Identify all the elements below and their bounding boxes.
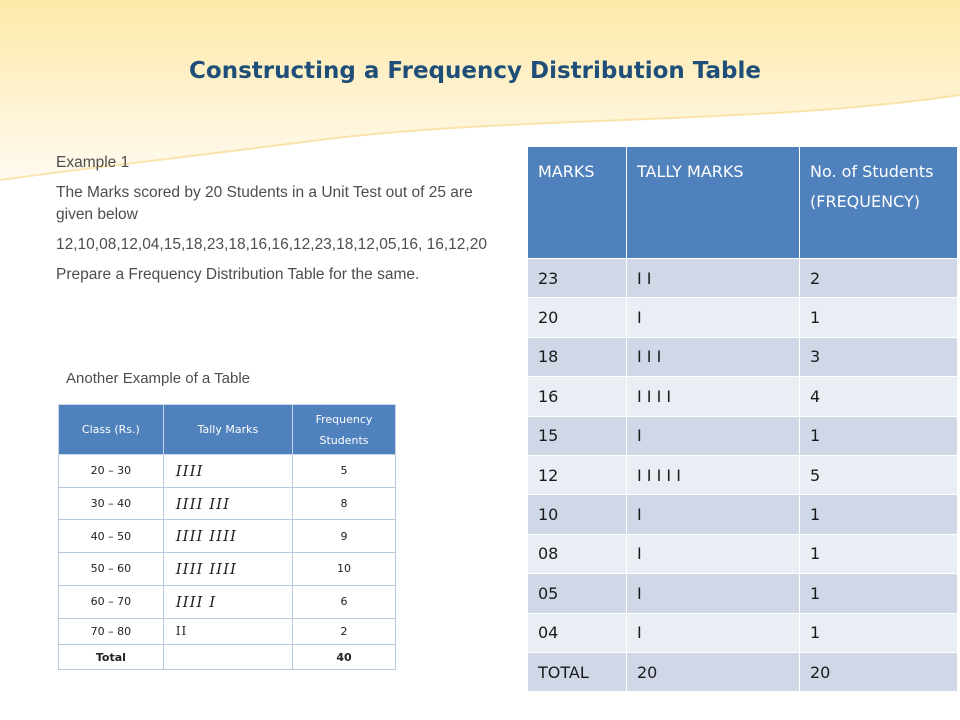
table-row: 20 I 1: [527, 297, 958, 338]
tally-cell: I I I I I: [626, 454, 800, 496]
table-row: 23 I I 2: [527, 257, 958, 299]
frequency-cell: 1: [799, 612, 958, 653]
problem-statement: The Marks scored by 20 Students in a Uni…: [56, 184, 473, 223]
tally-cell: I: [626, 415, 800, 456]
total-tally: 20: [626, 651, 800, 693]
table-row: 30 – 40 IIII III 8: [58, 486, 396, 521]
frequency-cell: 9: [292, 519, 396, 554]
tally-cell: IIII: [162, 454, 294, 488]
col-marks: MARKS: [527, 146, 627, 259]
class-cell: 50 – 60: [58, 552, 164, 586]
tally-cell: I: [626, 533, 800, 575]
frequency-cell: 1: [799, 573, 958, 614]
frequency-cell: 8: [292, 486, 396, 521]
frequency-cell: 3: [799, 336, 958, 378]
class-cell: 30 – 40: [58, 486, 164, 521]
table-row: 10 I 1: [527, 494, 958, 535]
col-frequency: Frequency Students: [292, 404, 396, 455]
total-frequency: 20: [799, 651, 958, 693]
table-row: 20 – 30 IIII 5: [58, 454, 396, 488]
marks-cell: 16: [527, 376, 627, 417]
class-cell: 20 – 30: [58, 454, 164, 488]
marks-cell: 10: [527, 494, 627, 535]
marks-cell: 12: [527, 454, 627, 496]
marks-cell: 15: [527, 415, 627, 456]
table-row: 50 – 60 IIII IIII 10: [58, 552, 396, 586]
frequency-cell: 1: [799, 494, 958, 535]
frequency-distribution-table: MARKS TALLY MARKS No. of Students (FREQU…: [527, 146, 958, 693]
problem-text-block: Example 1 The Marks scored by 20 Student…: [56, 152, 496, 294]
frequency-cell: 5: [799, 454, 958, 496]
table-header-row: Class (Rs.) Tally Marks Frequency Studen…: [58, 404, 396, 455]
table-row: 70 – 80 II 2: [58, 617, 396, 646]
tally-cell: II: [162, 617, 294, 646]
class-cell: 40 – 50: [58, 519, 164, 554]
example-class-table: Class (Rs.) Tally Marks Frequency Studen…: [58, 404, 396, 670]
col-tally: Tally Marks: [162, 404, 294, 455]
table-total-row: Total 40: [58, 644, 396, 670]
col-frequency: No. of Students (FREQUENCY): [799, 146, 958, 259]
tally-cell: I: [626, 494, 800, 535]
tally-cell: I I: [626, 257, 800, 299]
table-row: 15 I 1: [527, 415, 958, 456]
tally-cell: I: [626, 297, 800, 338]
col-class: Class (Rs.): [58, 404, 164, 455]
tally-cell: IIII III: [162, 486, 294, 521]
tally-cell: I: [626, 573, 800, 614]
frequency-cell: 5: [292, 454, 396, 488]
col-frequency-line2: Students: [319, 433, 369, 447]
total-label: Total: [58, 644, 164, 670]
frequency-cell: 6: [292, 584, 396, 619]
tally-cell: I I I: [626, 336, 800, 378]
table-total-row: TOTAL 20 20: [527, 651, 958, 693]
table-row: 18 I I I 3: [527, 336, 958, 378]
table-header-row: MARKS TALLY MARKS No. of Students (FREQU…: [527, 146, 958, 259]
table-row: 04 I 1: [527, 612, 958, 653]
table-row: 08 I 1: [527, 533, 958, 575]
table-row: 05 I 1: [527, 573, 958, 614]
example-label: Example 1: [56, 154, 130, 171]
frequency-cell: 1: [799, 297, 958, 338]
frequency-cell: 1: [799, 415, 958, 456]
tally-cell: I I I I: [626, 376, 800, 417]
example-table-caption: Another Example of a Table: [66, 370, 251, 387]
table-row: 40 – 50 IIII IIII 9: [58, 519, 396, 554]
marks-cell: 08: [527, 533, 627, 575]
table-row: 16 I I I I 4: [527, 376, 958, 417]
marks-cell: 20: [527, 297, 627, 338]
frequency-cell: 10: [292, 552, 396, 586]
frequency-cell: 2: [799, 257, 958, 299]
marks-cell: 04: [527, 612, 627, 653]
frequency-cell: 2: [292, 617, 396, 646]
background-wave: [0, 0, 960, 181]
total-empty-cell: [162, 644, 294, 670]
tally-cell: IIII IIII: [162, 552, 294, 586]
class-cell: 70 – 80: [58, 617, 164, 646]
tally-cell: IIII IIII: [162, 519, 294, 554]
tally-cell: I: [626, 612, 800, 653]
tally-cell: IIII I: [162, 584, 294, 619]
table-row: 60 – 70 IIII I 6: [58, 584, 396, 619]
table-row: 12 I I I I I 5: [527, 454, 958, 496]
class-cell: 60 – 70: [58, 584, 164, 619]
marks-cell: 18: [527, 336, 627, 378]
total-value: 40: [292, 644, 396, 670]
marks-cell: 05: [527, 573, 627, 614]
col-frequency-line1: Frequency: [315, 412, 373, 426]
total-label: TOTAL: [527, 651, 627, 693]
frequency-cell: 1: [799, 533, 958, 575]
marks-data: 12,10,08,12,04,15,18,23,18,16,16,12,23,1…: [56, 236, 487, 253]
slide-title: Constructing a Frequency Distribution Ta…: [189, 58, 761, 84]
instruction-text: Prepare a Frequency Distribution Table f…: [56, 266, 420, 283]
col-tally-marks: TALLY MARKS: [626, 146, 800, 259]
frequency-cell: 4: [799, 376, 958, 417]
marks-cell: 23: [527, 257, 627, 299]
